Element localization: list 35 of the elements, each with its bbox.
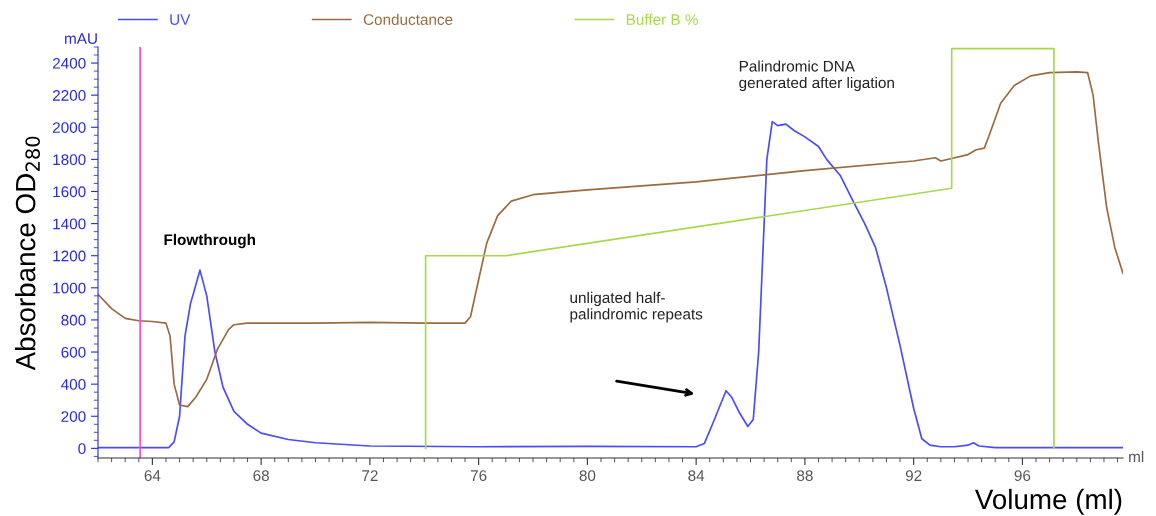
- x-tick-label: 68: [253, 470, 269, 482]
- annotation: unligated half- palindromic repeats: [570, 291, 703, 323]
- legend-label: Buffer B %: [626, 13, 698, 25]
- legend-label: UV: [170, 14, 191, 25]
- y-tick-label: 2200: [52, 90, 86, 101]
- line-series: [98, 71, 1123, 408]
- y-tick-label: 1200: [53, 250, 86, 262]
- x-tick-label: 76: [470, 470, 487, 482]
- y-tick-label: 1800: [53, 154, 86, 166]
- line-series: [98, 120, 1123, 449]
- text: ml: [1129, 450, 1144, 462]
- y-tick-label: 200: [61, 411, 86, 422]
- y-tick-label: 1600: [53, 186, 86, 198]
- x-tick-label: 72: [362, 470, 378, 481]
- x-tick-label: 84: [688, 470, 705, 482]
- x-tick-label: 96: [1014, 470, 1031, 482]
- y-tick-label: 400: [61, 379, 86, 390]
- y-tick-label: 1000: [53, 282, 86, 294]
- y-tick-label: 1400: [53, 218, 86, 230]
- annotation: Palindromic DNA generated after ligation: [739, 60, 894, 92]
- line-series: [424, 47, 1055, 450]
- text: mAU: [65, 33, 97, 44]
- annotation: Flowthrough: [164, 233, 256, 249]
- y-tick-label: 800: [61, 314, 86, 326]
- y-tick-label: 600: [61, 346, 86, 358]
- x-tick-label: 92: [905, 470, 922, 482]
- x-tick-label: 64: [144, 470, 161, 482]
- y-axis-title: Absorbance OD$_{280}$: [15, 136, 41, 371]
- x-tick-label: 80: [579, 470, 596, 482]
- y-tick-label: 2000: [52, 122, 86, 133]
- legend-label: Conductance: [363, 13, 453, 25]
- x-tick-label: 88: [797, 470, 813, 482]
- y-tick-label: 0: [78, 443, 86, 455]
- y-tick-label: 2400: [52, 57, 86, 69]
- x-axis-title: Volume (ml): [974, 488, 1122, 515]
